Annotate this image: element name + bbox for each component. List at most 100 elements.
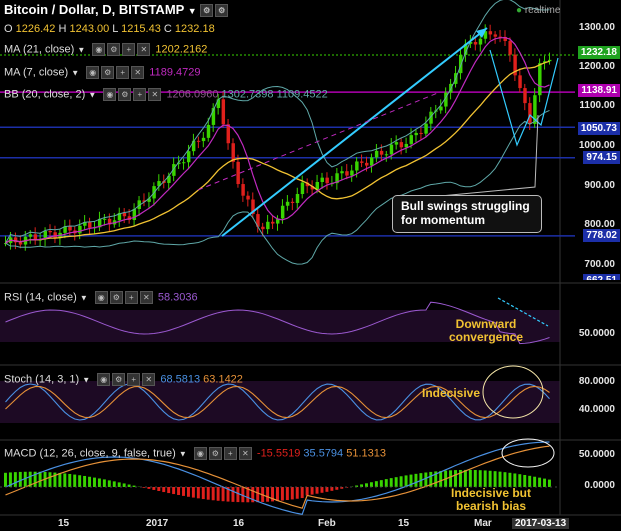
ma21-legend[interactable]: MA (21, close) ▼ ◉ ⚙ + ✕ 1202.2162 <box>4 43 207 57</box>
macd-histogram-bar <box>63 473 66 487</box>
macd-histogram-bar <box>291 487 294 499</box>
candle-body <box>241 184 244 196</box>
ma7-legend[interactable]: MA (7, close) ▼ ◉ ⚙ + ✕ 1189.4729 <box>4 66 200 80</box>
gear-icon[interactable]: ⚙ <box>215 4 228 17</box>
settings-icon[interactable]: ⚙ <box>112 373 125 386</box>
x-axis-label: 16 <box>233 518 244 529</box>
symbol-title[interactable]: Bitcoin / Dollar, D, BITSTAMP ▼ ⚙ ⚙ <box>4 3 230 18</box>
macd-histogram-bar <box>142 487 145 488</box>
candle-body <box>370 157 373 165</box>
candle-body <box>182 162 185 163</box>
settings-icon[interactable]: ⚙ <box>101 66 114 79</box>
candle-body <box>202 138 205 141</box>
macd-legend[interactable]: MACD (12, 26, close, 9, false, true) ▼ ◉… <box>4 447 386 461</box>
ohlc-readout: O 1226.42 H 1243.00 L 1215.43 C 1232.18 <box>4 23 215 36</box>
candle-body <box>380 151 383 155</box>
eye-icon[interactable]: ◉ <box>97 373 110 386</box>
chevron-down-icon[interactable]: ▼ <box>77 46 85 55</box>
stoch-axis-label: 40.0000 <box>579 404 615 415</box>
eye-icon[interactable]: ◉ <box>86 66 99 79</box>
add-icon[interactable]: + <box>116 66 129 79</box>
macd-histogram-bar <box>207 487 210 500</box>
macd-histogram-bar <box>479 470 482 487</box>
macd-histogram-bar <box>390 478 393 487</box>
candle-body <box>414 133 417 135</box>
eye-icon[interactable]: ◉ <box>194 447 207 460</box>
macd-histogram-bar <box>212 487 215 500</box>
add-icon[interactable]: + <box>127 373 140 386</box>
add-icon[interactable]: + <box>224 447 237 460</box>
macd-histogram-bar <box>266 487 269 502</box>
macd-histogram-bar <box>306 487 309 495</box>
eye-icon[interactable]: ◉ <box>95 291 108 304</box>
settings-icon[interactable]: ⚙ <box>118 88 131 101</box>
rsi-label: RSI (14, close) <box>4 292 77 304</box>
close-icon[interactable]: ✕ <box>142 373 155 386</box>
price-tag: 662.51 <box>583 274 620 280</box>
chevron-down-icon[interactable]: ▼ <box>80 294 88 303</box>
candle-body <box>222 99 225 124</box>
candle-body <box>78 226 81 234</box>
chevron-down-icon[interactable]: ▼ <box>88 91 96 100</box>
open-label: O <box>4 23 13 35</box>
settings-icon[interactable]: ⚙ <box>110 291 123 304</box>
stoch-d-value: 63.1422 <box>203 374 243 386</box>
candle-body <box>479 39 482 45</box>
candle-body <box>528 103 531 124</box>
bb-label: BB (20, close, 2) <box>4 89 85 101</box>
macd-histogram-bar <box>296 487 299 499</box>
candle-body <box>286 202 289 206</box>
macd-histogram-bar <box>202 487 205 499</box>
close-icon[interactable]: ✕ <box>131 66 144 79</box>
macd-histogram-bar <box>147 487 150 489</box>
stoch-label: Stoch (14, 3, 1) <box>4 374 79 386</box>
settings-icon[interactable]: ⚙ <box>200 4 213 17</box>
high-value: 1243.00 <box>69 23 109 35</box>
candle-body <box>123 213 126 216</box>
candle-body <box>424 124 427 134</box>
eye-icon[interactable]: ◉ <box>103 88 116 101</box>
close-label: C <box>164 23 172 35</box>
rsi-legend[interactable]: RSI (14, close) ▼ ◉ ⚙ + ✕ 58.3036 <box>4 291 198 305</box>
x-axis-label: Feb <box>318 518 336 529</box>
macd-histogram-bar <box>513 473 516 487</box>
stoch-axis-label: 80.0000 <box>579 376 615 387</box>
bb-legend[interactable]: BB (20, close, 2) ▼ ◉ ⚙ + ✕ 1206.0960 1302.… <box>4 88 328 102</box>
macd-axis-label: 50.0000 <box>579 449 615 460</box>
settings-icon[interactable]: ⚙ <box>107 43 120 56</box>
price-tag: 778.02 <box>583 229 620 242</box>
stoch-legend[interactable]: Stoch (14, 3, 1) ▼ ◉ ⚙ + ✕ 68.5813 63.1422 <box>4 373 243 387</box>
chevron-down-icon[interactable]: ▼ <box>179 450 187 459</box>
macd-histogram-bar <box>187 487 190 497</box>
chevron-down-icon[interactable]: ▼ <box>82 376 90 385</box>
bollinger-lower <box>6 110 550 264</box>
candle-body <box>405 144 408 147</box>
macd-histogram-bar <box>464 470 467 487</box>
candle-body <box>390 145 393 155</box>
candle-body <box>301 183 304 194</box>
close-icon[interactable]: ✕ <box>239 447 252 460</box>
candle-body <box>355 161 358 170</box>
add-icon[interactable]: + <box>122 43 135 56</box>
close-icon[interactable]: ✕ <box>148 88 161 101</box>
close-icon[interactable]: ✕ <box>137 43 150 56</box>
close-icon[interactable]: ✕ <box>140 291 153 304</box>
x-axis-label: 2017 <box>146 518 168 529</box>
macd-histogram-bar <box>177 487 180 495</box>
candle-body <box>133 209 136 220</box>
candle-body <box>385 154 388 155</box>
candle-body <box>345 171 348 175</box>
add-icon[interactable]: + <box>133 88 146 101</box>
candle-body <box>508 41 511 55</box>
candle-body <box>395 142 398 144</box>
ma7-value: 1189.4729 <box>149 67 200 79</box>
candle-body <box>291 202 294 203</box>
chevron-down-icon[interactable]: ▼ <box>71 69 79 78</box>
macd-signal-value: 51.1313 <box>346 448 386 460</box>
low-label: L <box>112 23 118 35</box>
add-icon[interactable]: + <box>125 291 138 304</box>
chevron-down-icon[interactable]: ▼ <box>188 6 197 16</box>
eye-icon[interactable]: ◉ <box>92 43 105 56</box>
realtime-indicator: ● realtime <box>516 4 560 17</box>
settings-icon[interactable]: ⚙ <box>209 447 222 460</box>
